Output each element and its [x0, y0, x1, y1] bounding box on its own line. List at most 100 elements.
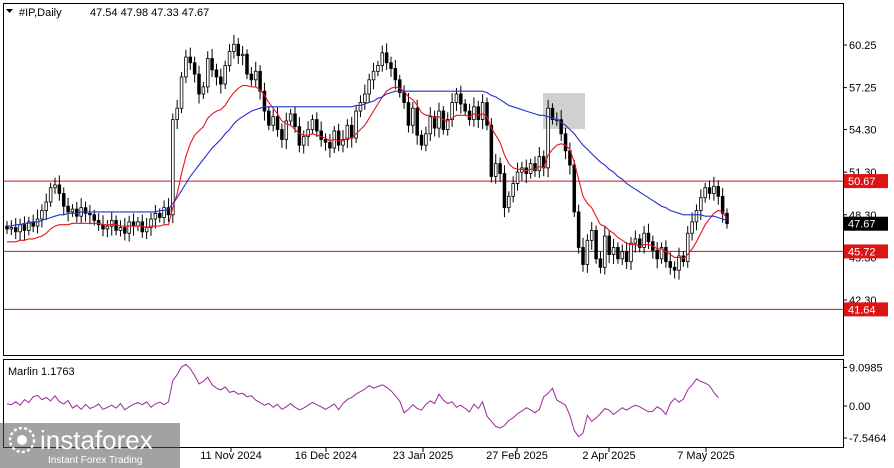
candle-body [463, 103, 467, 112]
candle-body [118, 227, 123, 231]
candle-body [585, 239, 590, 265]
candle-body [537, 156, 542, 172]
candle-body [35, 218, 40, 227]
candle-body [223, 65, 227, 85]
candle-body [301, 136, 306, 146]
x-tick-label: 2 Apr 2025 [582, 450, 635, 462]
candle-body [275, 116, 280, 130]
candle-body [380, 52, 385, 66]
candle-body [227, 50, 232, 66]
candle-body [629, 242, 633, 263]
candle-body [690, 221, 694, 234]
candle-body [720, 195, 725, 214]
indicator-tick-label: -7.5464 [849, 433, 886, 445]
candle-body [293, 113, 297, 128]
candle-body [393, 68, 398, 81]
candle-body [515, 171, 520, 184]
candle-body [607, 235, 611, 255]
candle-body [637, 238, 642, 248]
candle-body [511, 183, 515, 197]
marlin-indicator: 9.0985 0.00 -7.5464 [6, 362, 886, 445]
level-price-tag [844, 174, 888, 189]
instaforex-watermark: instaforex Instant Forex Trading [0, 423, 180, 468]
candle-body [703, 187, 707, 199]
candle-body [61, 193, 66, 207]
moving-averages [7, 84, 728, 260]
candle-body [96, 220, 101, 226]
candle-body [66, 205, 70, 213]
candle-body [485, 102, 489, 126]
candle-body [502, 173, 507, 209]
candle-body [271, 116, 275, 126]
candle-body [341, 139, 345, 146]
candle-body [424, 133, 428, 146]
candle-body [349, 124, 354, 139]
candle-body [432, 116, 437, 129]
candle-body [402, 92, 406, 103]
candle-body [699, 197, 703, 211]
x-tick-label: 7 May 2025 [677, 450, 734, 462]
y-tick-label: 60.25 [849, 40, 877, 52]
candle-body [288, 113, 293, 122]
candle-body [210, 58, 214, 71]
candle-body [18, 224, 22, 233]
candle-body [323, 139, 328, 143]
candle-body [101, 224, 105, 230]
y-tick-label: 57.25 [849, 83, 877, 95]
highlight-box [543, 93, 585, 129]
x-tick-label: 16 Dec 2024 [295, 450, 357, 462]
candle-body [546, 107, 550, 169]
candle-body [406, 102, 411, 126]
candle-body [240, 53, 245, 57]
candle-body [162, 207, 166, 219]
candle-body [677, 255, 681, 271]
level-price-label: 50.67 [848, 176, 876, 188]
candle-body [109, 220, 114, 227]
ma-blue-line [7, 90, 728, 227]
candle-body [572, 164, 577, 213]
candle-body [13, 227, 18, 233]
candle-body [258, 70, 262, 92]
level-price-label: 45.72 [848, 246, 876, 258]
candle-body [262, 90, 267, 112]
indicator-title: Marlin 1.1763 [8, 366, 75, 378]
candle-body [201, 86, 206, 95]
candle-body [376, 65, 380, 72]
x-tick-label: 23 Jan 2025 [393, 450, 454, 462]
candle-body [236, 43, 241, 57]
candle-body [472, 106, 476, 120]
candle-body [581, 247, 585, 265]
level-price-label: 41.64 [848, 304, 876, 316]
candle-body [284, 120, 289, 140]
candle-body [563, 133, 568, 152]
candle-body [105, 225, 110, 230]
candle-body [454, 93, 459, 103]
candle-body [624, 251, 629, 263]
candle-body [249, 73, 254, 81]
candle-body [253, 70, 258, 81]
candle-body [136, 221, 140, 227]
candle-body [642, 232, 646, 248]
candle-body [616, 247, 620, 260]
level-price-tag [844, 244, 888, 259]
candle-body [716, 185, 721, 197]
indicator-tick-label: 0.00 [849, 401, 870, 413]
level-price-tag [844, 302, 888, 317]
candle-body [123, 227, 127, 234]
candle-body [507, 195, 511, 209]
watermark-brand: instaforex [40, 425, 153, 455]
candle-body [153, 212, 158, 220]
candle-body [411, 107, 415, 126]
candle-body [144, 227, 149, 233]
candle-body [171, 119, 175, 216]
candle-body [620, 251, 625, 260]
candle-body [175, 107, 179, 120]
marlin-line [6, 363, 719, 438]
candle-body [576, 211, 581, 248]
dropdown-triangle-icon[interactable] [6, 9, 13, 13]
instaforex-logo-icon [8, 426, 36, 454]
time-axis: 11 Nov 2024 16 Dec 2024 23 Jan 2025 27 Feb … [200, 447, 735, 462]
candle-body [467, 110, 472, 120]
candle-body [127, 221, 131, 234]
